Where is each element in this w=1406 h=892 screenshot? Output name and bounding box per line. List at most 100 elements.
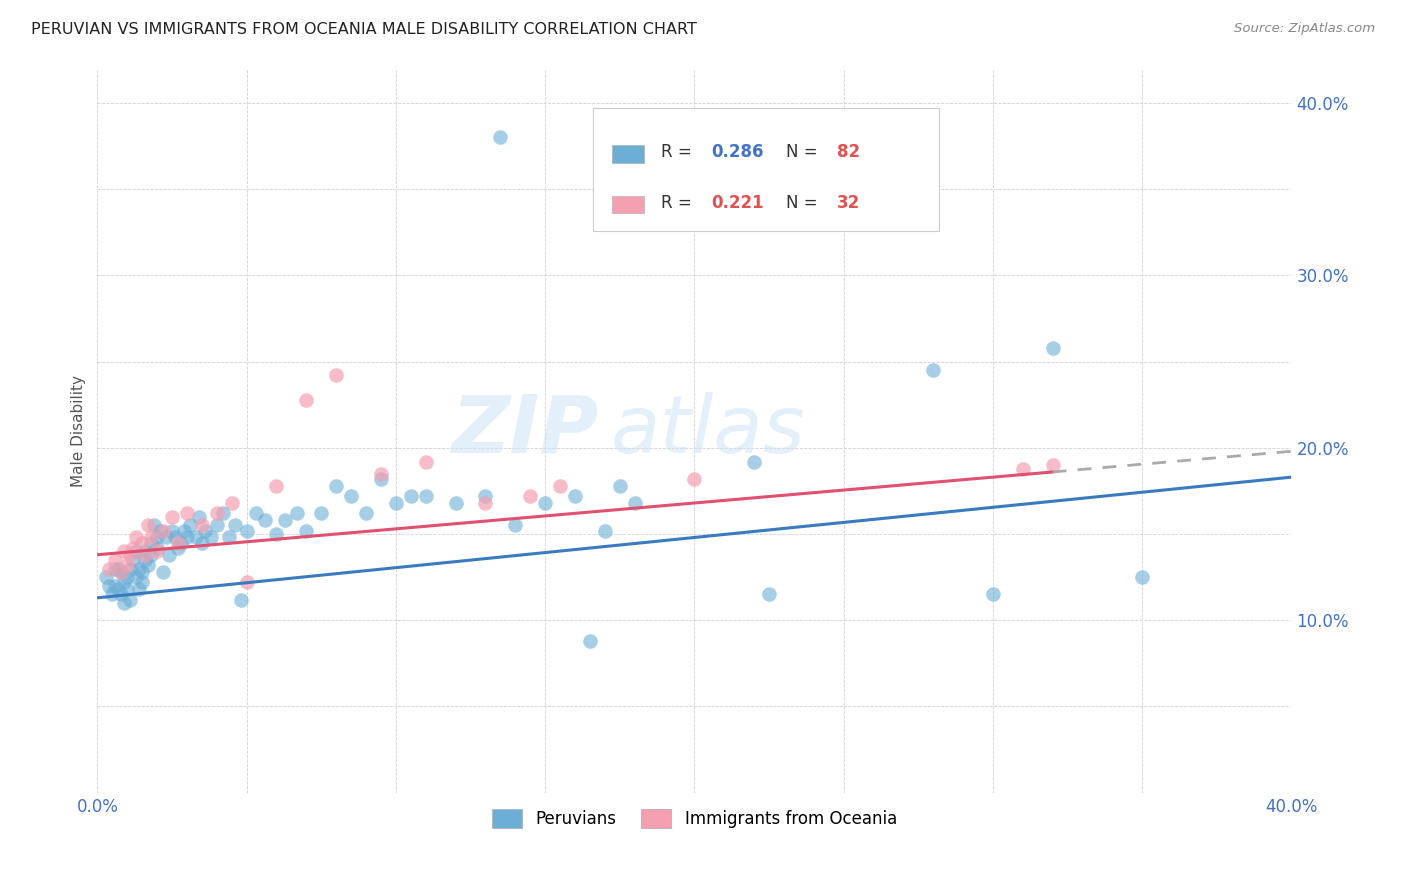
Point <box>489 130 512 145</box>
Point <box>191 518 214 533</box>
Point <box>221 496 243 510</box>
Point <box>120 592 142 607</box>
Point <box>128 582 150 597</box>
Point <box>187 509 209 524</box>
Point <box>139 531 162 545</box>
Point <box>139 535 162 549</box>
Point <box>235 575 257 590</box>
Text: PERUVIAN VS IMMIGRANTS FROM OCEANIA MALE DISABILITY CORRELATION CHART: PERUVIAN VS IMMIGRANTS FROM OCEANIA MALE… <box>31 22 697 37</box>
Point <box>131 535 153 549</box>
Point <box>179 518 201 533</box>
Point <box>224 518 246 533</box>
Point <box>285 506 308 520</box>
Y-axis label: Male Disability: Male Disability <box>72 375 86 487</box>
Point <box>354 506 377 520</box>
Point <box>274 513 297 527</box>
Point <box>160 509 183 524</box>
Point <box>474 496 496 510</box>
Point <box>758 587 780 601</box>
Point <box>146 531 169 545</box>
Point <box>579 634 602 648</box>
Point <box>474 489 496 503</box>
Point <box>125 570 148 584</box>
Point <box>98 561 121 575</box>
Point <box>295 392 318 407</box>
Point <box>149 524 172 538</box>
Point <box>266 527 288 541</box>
FancyBboxPatch shape <box>612 195 644 213</box>
Point <box>205 506 228 520</box>
Point <box>139 548 162 562</box>
Point <box>609 479 631 493</box>
Point <box>115 558 138 572</box>
Point <box>981 587 1004 601</box>
Point <box>160 524 183 538</box>
Point <box>110 565 132 579</box>
Point <box>742 455 765 469</box>
Point <box>112 575 135 590</box>
Point <box>155 531 177 545</box>
Point <box>173 524 195 538</box>
Text: 0.221: 0.221 <box>711 194 763 212</box>
Point <box>200 531 222 545</box>
Point <box>167 535 190 549</box>
Point <box>295 524 318 538</box>
Point <box>235 524 257 538</box>
Point <box>683 472 706 486</box>
Point <box>125 531 148 545</box>
Point <box>115 582 138 597</box>
Text: Source: ZipAtlas.com: Source: ZipAtlas.com <box>1234 22 1375 36</box>
Point <box>922 363 945 377</box>
Point <box>134 548 156 562</box>
Point <box>253 513 276 527</box>
Text: 0.286: 0.286 <box>711 144 763 161</box>
Point <box>309 506 332 520</box>
Point <box>176 506 198 520</box>
Text: 82: 82 <box>837 144 859 161</box>
Point <box>131 575 153 590</box>
Point <box>444 496 467 510</box>
Point <box>143 518 166 533</box>
Point <box>370 472 392 486</box>
Point <box>325 368 347 383</box>
Text: R =: R = <box>661 144 697 161</box>
Point <box>112 596 135 610</box>
Point <box>170 535 193 549</box>
Point <box>593 524 616 538</box>
Text: 32: 32 <box>837 194 859 212</box>
Point <box>125 544 148 558</box>
Point <box>564 489 586 503</box>
Legend: Peruvians, Immigrants from Oceania: Peruvians, Immigrants from Oceania <box>485 803 904 835</box>
Point <box>534 496 557 510</box>
Point <box>623 496 645 510</box>
Point <box>120 561 142 575</box>
Point <box>136 518 159 533</box>
Point <box>340 489 363 503</box>
Point <box>184 531 207 545</box>
Text: atlas: atlas <box>610 392 806 469</box>
Point <box>107 561 129 575</box>
Point <box>211 506 233 520</box>
Point <box>101 587 124 601</box>
FancyBboxPatch shape <box>612 145 644 162</box>
Point <box>115 570 138 584</box>
Point <box>325 479 347 493</box>
Point <box>104 553 127 567</box>
Point <box>157 548 180 562</box>
Point <box>112 544 135 558</box>
Point <box>503 518 526 533</box>
Point <box>136 558 159 572</box>
FancyBboxPatch shape <box>593 108 939 231</box>
Point <box>218 531 240 545</box>
Point <box>167 541 190 555</box>
Point <box>98 579 121 593</box>
Point <box>1042 341 1064 355</box>
Point <box>152 524 174 538</box>
Text: R =: R = <box>661 194 697 212</box>
Point <box>548 479 571 493</box>
Point <box>134 544 156 558</box>
Point <box>104 561 127 575</box>
Point <box>191 535 214 549</box>
Point <box>120 548 142 562</box>
Point <box>96 570 118 584</box>
